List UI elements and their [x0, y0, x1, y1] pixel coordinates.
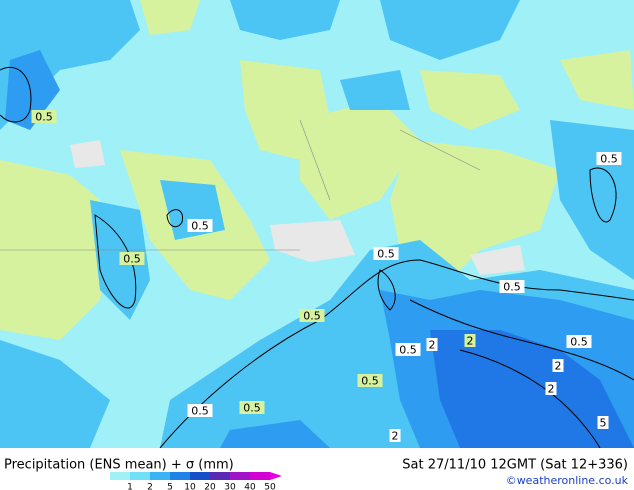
colorbar-segment — [110, 472, 130, 480]
colorbar-label: 20 — [204, 483, 216, 490]
contour-label: 2 — [429, 339, 436, 352]
colorbar-arrow — [270, 472, 282, 480]
colorbar-segment — [210, 472, 230, 480]
contour-label: 2 — [548, 383, 555, 396]
contour-label-box — [187, 404, 213, 417]
colorbar-segment — [190, 472, 210, 480]
contour-label: 0.5 — [303, 310, 321, 323]
contour-label: 0.5 — [191, 405, 209, 418]
colorbar-label: 50 — [264, 483, 276, 490]
contour-label-box — [239, 401, 265, 414]
contour-label-box — [596, 152, 622, 165]
contour-label-box — [552, 359, 564, 372]
contour-label: 0.5 — [570, 336, 588, 349]
contours — [0, 67, 634, 449]
contour-label: 0.5 — [399, 344, 417, 357]
contour-label-box — [119, 252, 145, 265]
contour-label: 5 — [600, 417, 607, 430]
colorbar-segment — [230, 472, 250, 480]
contour-label-box — [566, 335, 592, 348]
contour-label: 2 — [392, 430, 399, 443]
map — [0, 0, 634, 449]
contour-label-box — [499, 280, 525, 293]
contour-label-box — [31, 110, 57, 123]
colorbar-label: 10 — [184, 483, 196, 490]
colorbar-label: 30 — [224, 483, 236, 490]
contour-label-box — [597, 416, 609, 429]
colorbar-segment — [150, 472, 170, 480]
colorbar-segment — [170, 472, 190, 480]
contour-label: 0.5 — [377, 248, 395, 261]
contour-label: 2 — [555, 360, 562, 373]
contour-label-box — [464, 334, 476, 347]
colorbar-label: 5 — [167, 483, 173, 490]
contour-label: 0.5 — [243, 402, 261, 415]
contour-label: 0.5 — [600, 153, 618, 166]
contour-label: 0.5 — [361, 375, 379, 388]
contour-label-box — [545, 382, 557, 395]
colorbar-label: 40 — [244, 483, 256, 490]
contour-label-box — [187, 219, 213, 232]
borders — [0, 119, 481, 251]
contour-label-box — [395, 343, 421, 356]
contour-label: 0.5 — [123, 253, 141, 266]
contour-label-box — [389, 429, 401, 442]
contour-label: 0.5 — [503, 281, 521, 294]
contour-label-box — [373, 247, 399, 260]
footer — [0, 448, 634, 490]
colorbar-segment — [130, 472, 150, 480]
valid-time: Sat 27/11/10 12GMT (Sat 12+336) — [402, 458, 628, 473]
colorbar: 1 2 5 10 20 30 40 50 — [110, 472, 282, 490]
colorbar-segment — [250, 472, 270, 480]
contour-label-box — [426, 338, 438, 351]
colorbar-label: 2 — [147, 483, 153, 490]
heavy-precipitation — [430, 330, 634, 448]
colorbar-label: 1 — [127, 483, 133, 490]
no-data-area — [70, 140, 525, 275]
contour-label: 0.5 — [35, 111, 53, 124]
contour-labels: 0.50.50.50.5 0.50.50.50.5 2 2 0.520.520.5 0.5… — [31, 110, 622, 443]
contour-label: 2 — [467, 335, 474, 348]
contour-label: 0.5 — [191, 220, 209, 233]
contour-label-box — [357, 374, 383, 387]
credit: ©weatheronline.co.uk — [506, 474, 629, 487]
contour-label-box — [299, 309, 325, 322]
map-title: Precipitation (ENS mean) + σ (mm) — [4, 458, 234, 473]
